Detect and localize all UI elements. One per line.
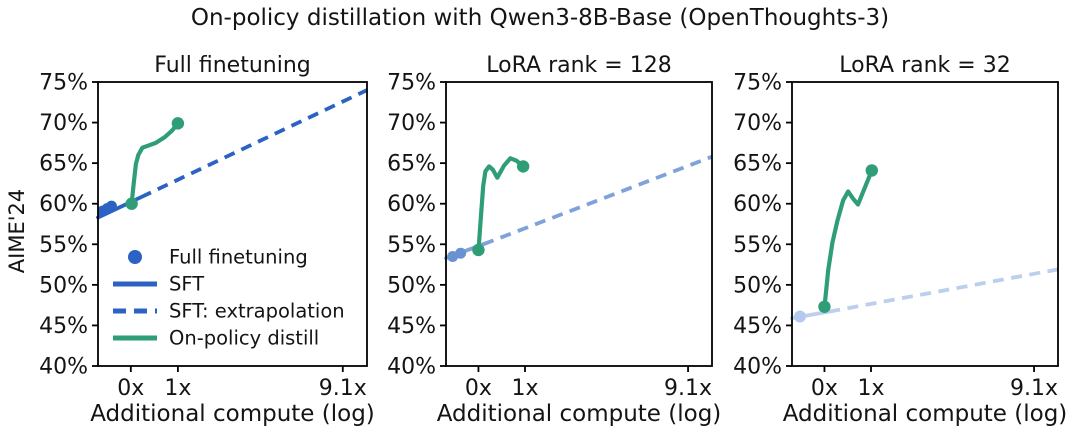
x-tick-label: 1x: [164, 376, 191, 401]
x-tick-label: 0x: [117, 376, 144, 401]
subplot-lora-rank-128: LoRA rank = 128 Additional compute (log) 7…: [387, 53, 721, 427]
y-tick-label: 75%: [733, 70, 782, 95]
y-tick-label: 75%: [39, 70, 88, 95]
y-tick-label: 60%: [387, 192, 436, 217]
x-tick-label: 1x: [857, 376, 884, 401]
x-axis-label: Additional compute (log): [783, 401, 1068, 427]
y-tick-label: 70%: [733, 111, 782, 136]
x-axis-label: Additional compute (log): [437, 401, 722, 427]
legend-item-sft: SFT: [113, 273, 204, 296]
y-tick-label: 40%: [387, 354, 436, 379]
y-tick-label: 45%: [733, 314, 782, 339]
y-tick-label: 65%: [387, 152, 436, 177]
y-tick-label: 75%: [387, 70, 436, 95]
legend-label: SFT: [169, 273, 204, 296]
series-full-finetuning-point: [105, 200, 117, 212]
y-tick-label: 60%: [39, 192, 88, 217]
subplot-title: Full finetuning: [154, 53, 310, 78]
plot-frame: [791, 81, 1059, 367]
y-tick-label: 65%: [733, 152, 782, 177]
y-tick-label: 55%: [733, 233, 782, 258]
plot-frame: [445, 81, 713, 367]
y-tick-label: 40%: [39, 354, 88, 379]
series-full-finetuning-point: [793, 310, 806, 323]
legend-marker-dot: [128, 250, 142, 264]
legend-item-full-finetuning: Full finetuning: [128, 246, 308, 269]
series-on-policy-distill: [822, 168, 874, 309]
x-tick-label: 0x: [811, 376, 838, 401]
x-tick-label: 9.1x: [664, 376, 712, 401]
series-sft-extrapolation: [140, 88, 368, 199]
legend-label: SFT: extrapolation: [169, 300, 345, 323]
y-tick-label: 65%: [39, 152, 88, 177]
series-on-policy-distill-start-marker: [125, 197, 138, 210]
legend-label: On-policy distill: [169, 327, 319, 350]
legend-item-sft-extrapolation: SFT: extrapolation: [113, 300, 345, 323]
series-on-policy-distill: [476, 156, 526, 253]
subplot-full-finetuning: Full finetuning Additional compute (log) 7…: [39, 53, 375, 427]
series-on-policy-distill-end-marker: [171, 117, 185, 130]
y-tick-label: 50%: [387, 273, 436, 298]
y-tick-label: 70%: [387, 111, 436, 136]
figure-title: On-policy distillation with Qwen3-8B-Bas…: [190, 5, 890, 31]
series-on-policy-distill-end-marker: [865, 164, 878, 177]
series-sft-extrapolation: [828, 267, 1059, 314]
y-tick-label: 45%: [39, 314, 88, 339]
series-on-policy-distill-start-marker: [818, 300, 831, 313]
x-tick-label: 0x: [465, 376, 492, 401]
series-on-policy-distill: [129, 121, 180, 206]
y-tick-label: 50%: [733, 273, 782, 298]
legend-label: Full finetuning: [169, 246, 308, 269]
series-full-finetuning-point: [455, 247, 467, 259]
series-sft-extrapolation: [482, 154, 713, 247]
y-tick-label: 40%: [733, 354, 782, 379]
legend: Full finetuning SFT SFT: extrapolation On-p…: [113, 246, 345, 350]
subplot-lora-rank-32: LoRA rank = 32 Additional compute (log) 75…: [733, 53, 1067, 427]
y-tick-label: 70%: [39, 111, 88, 136]
series-on-policy-distill-start-marker: [472, 243, 485, 257]
y-tick-label: 45%: [387, 314, 436, 339]
subplot-title: LoRA rank = 128: [486, 53, 671, 78]
series-on-policy-distill-end-marker: [516, 160, 530, 173]
y-tick-label: 50%: [39, 273, 88, 298]
subplot-title: LoRA rank = 32: [839, 53, 1010, 78]
legend-item-on-policy-distill: On-policy distill: [113, 327, 319, 350]
plot-frame: [97, 81, 368, 367]
y-tick-label: 55%: [387, 233, 436, 258]
y-tick-label: 55%: [39, 233, 88, 258]
x-tick-label: 1x: [511, 376, 538, 401]
x-tick-label: 9.1x: [1010, 376, 1058, 401]
x-axis-label: Additional compute (log): [90, 401, 375, 427]
x-tick-label: 9.1x: [319, 376, 367, 401]
y-tick-label: 60%: [733, 192, 782, 217]
